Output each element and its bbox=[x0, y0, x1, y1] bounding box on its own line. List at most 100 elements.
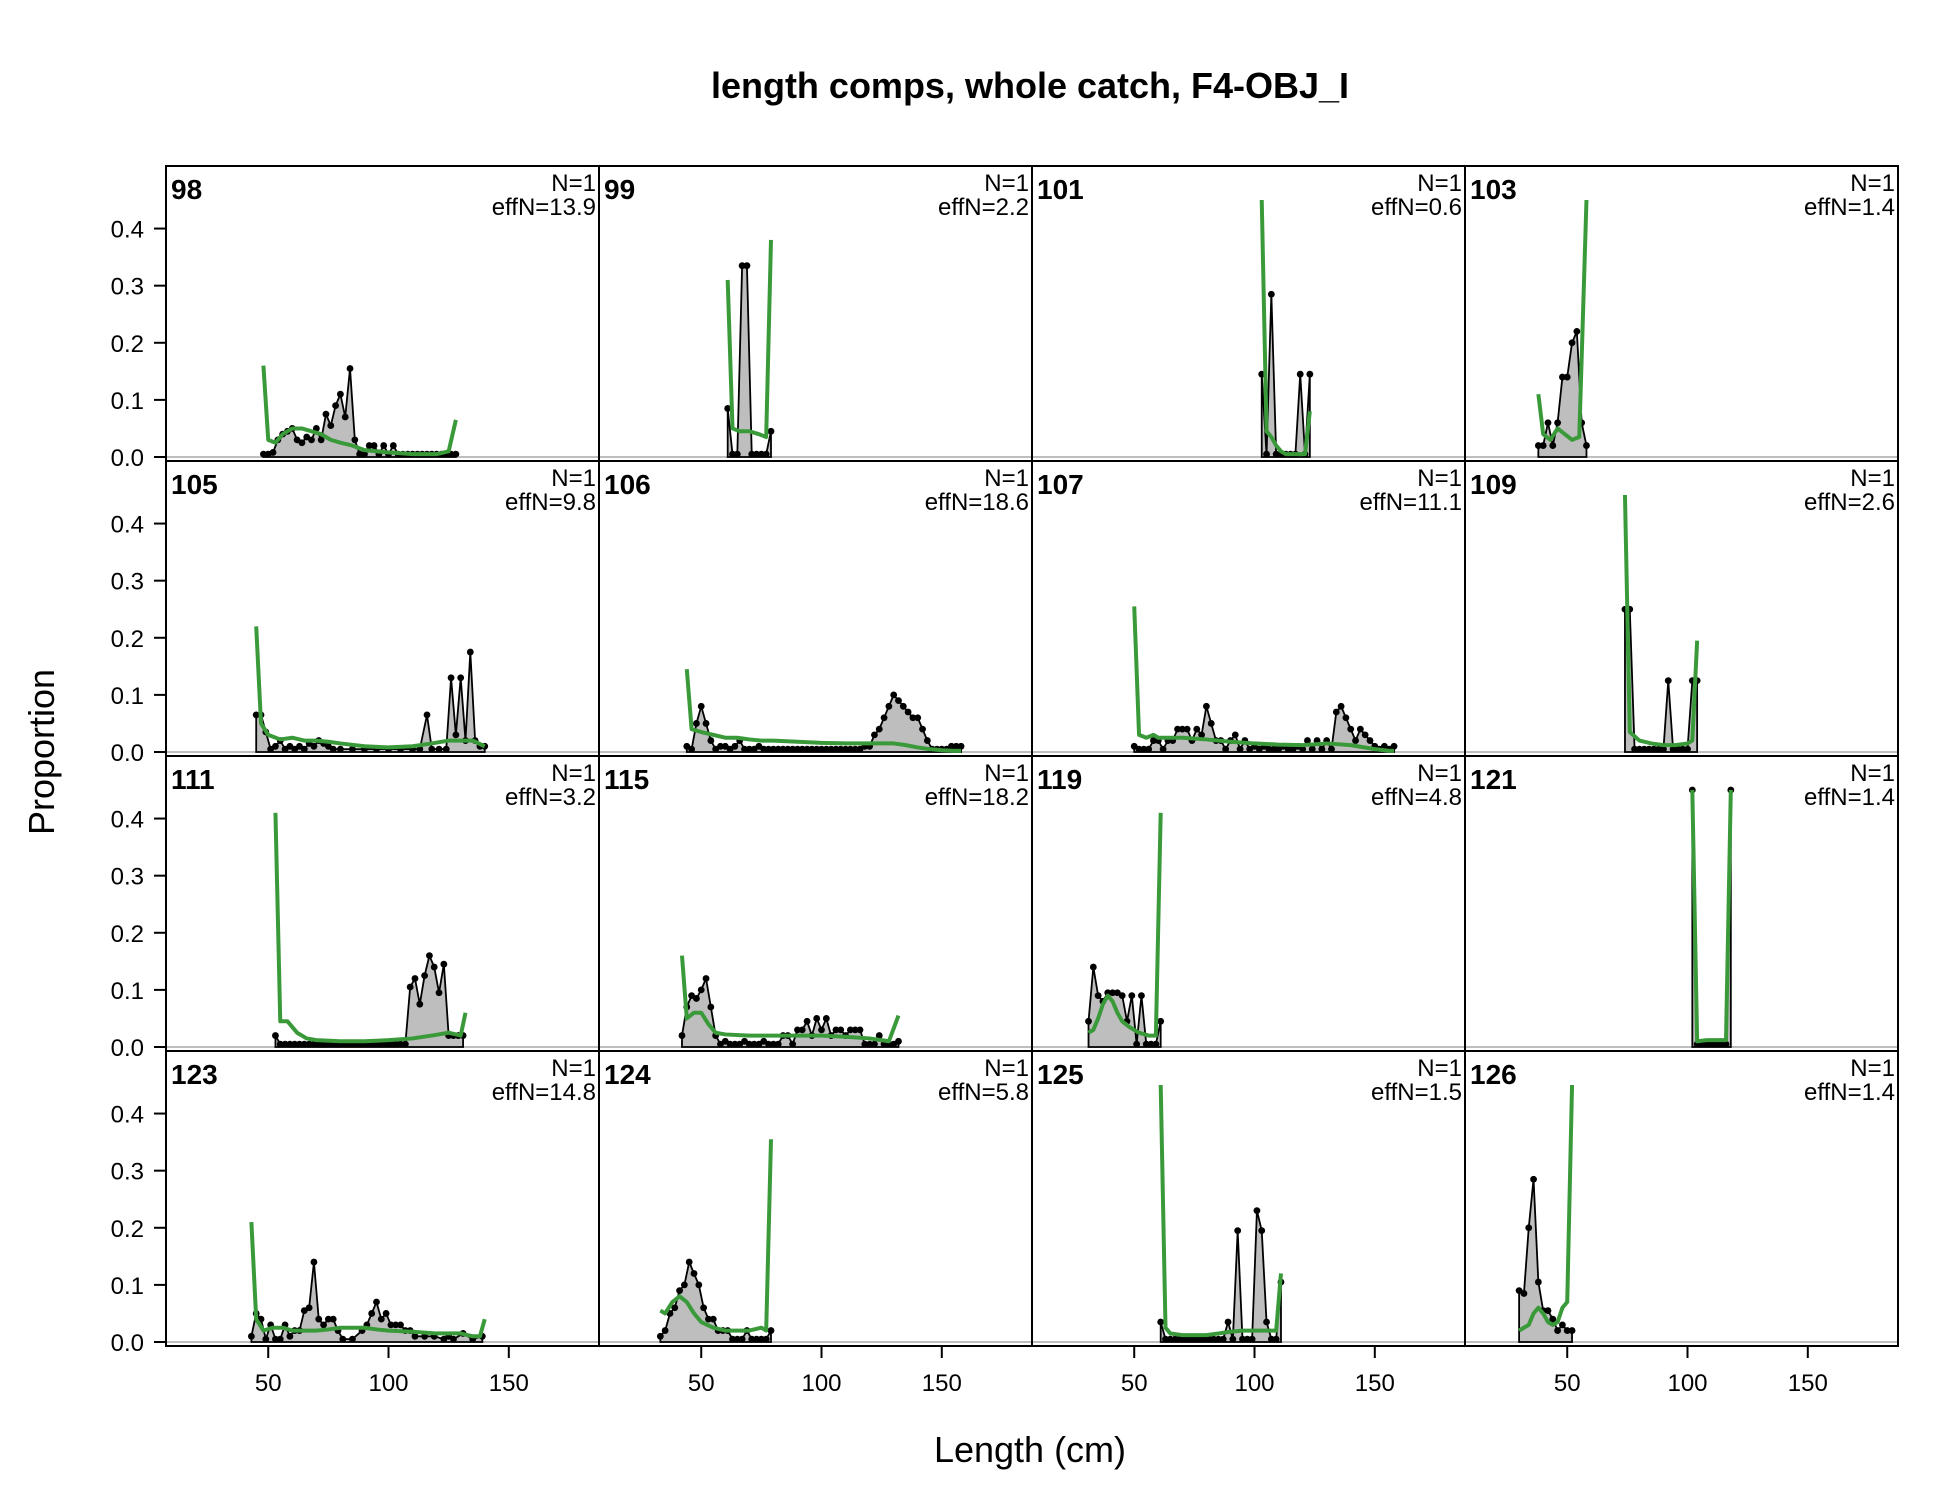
observed-point bbox=[762, 1335, 770, 1343]
observed-point bbox=[1263, 450, 1270, 458]
n-label: N=1 bbox=[1417, 465, 1462, 492]
observed-point bbox=[1181, 1335, 1189, 1343]
observed-point bbox=[1717, 1040, 1725, 1048]
observed-point bbox=[365, 442, 373, 449]
observed-point bbox=[1147, 1040, 1155, 1048]
observed-point bbox=[310, 742, 318, 750]
effn-label: effN=2.2 bbox=[938, 194, 1029, 221]
observed-point bbox=[1152, 1040, 1160, 1048]
observed-point bbox=[948, 742, 955, 750]
observed-point bbox=[789, 1040, 797, 1048]
observed-point bbox=[452, 731, 460, 739]
observed-point bbox=[697, 702, 705, 710]
observed-point bbox=[1140, 745, 1148, 753]
observed-point bbox=[411, 1332, 419, 1340]
observed-point bbox=[324, 1315, 332, 1323]
observed-point bbox=[339, 1335, 347, 1343]
observed-point bbox=[762, 450, 770, 458]
observed-point bbox=[875, 1032, 883, 1039]
observed-point bbox=[1195, 1335, 1203, 1343]
y-tick-label: 0.0 bbox=[111, 1330, 144, 1357]
observed-point bbox=[690, 1270, 698, 1277]
n-label: N=1 bbox=[984, 170, 1029, 197]
n-label: N=1 bbox=[1417, 1055, 1462, 1082]
observed-point bbox=[361, 450, 368, 458]
observed-point bbox=[252, 711, 260, 719]
observed-point bbox=[671, 1304, 679, 1312]
observed-point bbox=[440, 960, 448, 968]
observed-point bbox=[442, 745, 450, 753]
observed-point bbox=[315, 1315, 323, 1323]
panel-plot-area bbox=[166, 1221, 599, 1343]
observed-point bbox=[676, 1287, 683, 1294]
observed-point bbox=[794, 745, 801, 753]
observed-point bbox=[452, 450, 460, 458]
observed-point bbox=[447, 674, 455, 682]
observed-point bbox=[1094, 992, 1102, 999]
observed-point bbox=[308, 436, 315, 444]
y-tick-label: 0.0 bbox=[111, 445, 144, 472]
n-label: N=1 bbox=[1850, 170, 1895, 197]
observed-point bbox=[685, 1258, 693, 1266]
panel-label: 125 bbox=[1037, 1059, 1084, 1090]
observed-point bbox=[1248, 1335, 1256, 1343]
observed-point bbox=[382, 1040, 390, 1048]
observed-point bbox=[1655, 745, 1663, 753]
effn-label: effN=4.8 bbox=[1371, 784, 1462, 811]
effn-label: effN=1.4 bbox=[1804, 784, 1895, 811]
observed-point bbox=[914, 714, 922, 722]
observed-point bbox=[310, 1040, 318, 1048]
observed-point bbox=[875, 725, 883, 733]
observed-point bbox=[753, 450, 760, 458]
observed-point bbox=[1224, 1318, 1232, 1326]
observed-point bbox=[1554, 419, 1562, 427]
n-label: N=1 bbox=[1417, 170, 1462, 197]
observed-point bbox=[1150, 737, 1157, 744]
observed-point bbox=[322, 410, 330, 418]
observed-point bbox=[822, 1015, 830, 1022]
observed-point bbox=[1265, 745, 1273, 753]
x-tick-label: 150 bbox=[489, 1370, 529, 1397]
observed-point bbox=[818, 745, 825, 753]
panel-plot-area bbox=[166, 365, 599, 458]
y-tick-label: 0.4 bbox=[111, 1102, 144, 1129]
observed-point bbox=[406, 983, 414, 991]
effn-label: effN=1.4 bbox=[1804, 194, 1895, 221]
observed-point bbox=[1563, 1327, 1571, 1334]
observed-point bbox=[794, 1026, 801, 1034]
observed-point bbox=[428, 745, 436, 753]
observed-point bbox=[435, 989, 443, 997]
panel-label: 103 bbox=[1470, 174, 1517, 205]
observed-point bbox=[1166, 1335, 1174, 1343]
observed-point bbox=[1544, 419, 1552, 427]
observed-point bbox=[1174, 725, 1181, 733]
observed-point bbox=[1089, 963, 1097, 971]
observed-point bbox=[341, 413, 349, 421]
n-label: N=1 bbox=[984, 760, 1029, 787]
effn-label: effN=1.4 bbox=[1804, 1079, 1895, 1106]
observed-point bbox=[702, 975, 710, 982]
panel-label: 115 bbox=[604, 764, 649, 795]
effn-label: effN=2.6 bbox=[1804, 489, 1895, 516]
observed-point bbox=[300, 745, 308, 753]
y-tick-label: 0.2 bbox=[111, 921, 144, 948]
observed-point bbox=[1267, 1335, 1275, 1343]
observed-point bbox=[382, 1310, 390, 1317]
observed-point bbox=[370, 442, 378, 449]
x-tick-label: 150 bbox=[922, 1370, 962, 1397]
n-label: N=1 bbox=[1417, 760, 1462, 787]
observed-point bbox=[373, 1298, 380, 1306]
observed-point bbox=[1270, 745, 1278, 753]
observed-point bbox=[871, 1040, 878, 1048]
observed-point bbox=[1258, 1227, 1266, 1235]
effn-label: effN=13.9 bbox=[492, 194, 596, 221]
observed-point bbox=[286, 1040, 294, 1048]
observed-point bbox=[1684, 745, 1691, 753]
observed-point bbox=[688, 745, 696, 753]
observed-point bbox=[1272, 450, 1280, 458]
observed-point bbox=[798, 745, 806, 753]
observed-point bbox=[1525, 1224, 1533, 1232]
